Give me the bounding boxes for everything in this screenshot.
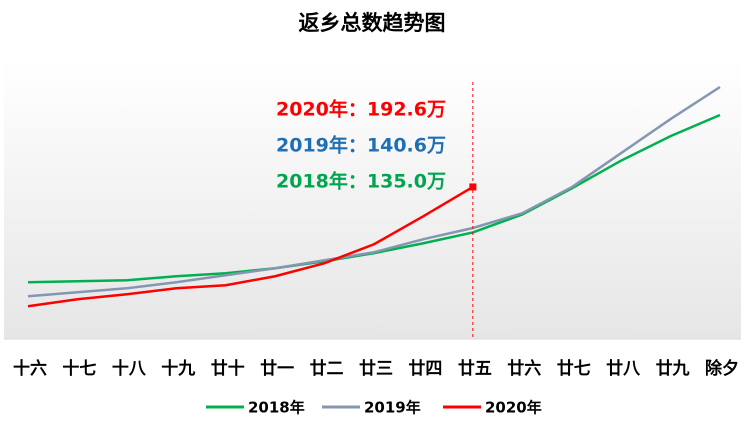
x-tick-label: 十八 [112,358,147,379]
x-tick-label: 廿四 [408,358,442,379]
series-line [27,185,474,308]
x-tick-label: 廿九 [656,358,690,379]
x-tick-label: 十九 [161,358,195,379]
annotation: 2019年：140.6万 [276,134,446,157]
annotation: 2020年：192.6万 [276,98,446,121]
legend-label: 2020年 [485,399,542,417]
x-tick-label: 廿十 [211,358,245,379]
series-line [27,85,721,298]
annotation: 2018年：135.0万 [276,170,446,193]
x-tick-label: 廿一 [260,358,294,379]
plot-area [4,60,741,339]
x-tick-label: 十六 [13,358,47,379]
x-tick-label: 廿五 [458,358,492,379]
x-tick-label: 廿七 [557,358,591,379]
x-tick-label: 廿二 [310,358,344,379]
x-tick-label: 廿八 [606,358,641,379]
x-tick-label: 廿三 [359,358,393,379]
legend-label: 2018年 [248,399,305,417]
x-tick-label: 廿六 [507,358,541,379]
legend-label: 2019年 [364,399,421,417]
end-marker [469,183,477,191]
chart-title: 返乡总数趋势图 [299,11,446,35]
x-tick-label: 除夕 [705,358,739,379]
x-tick-label: 十七 [62,358,96,379]
